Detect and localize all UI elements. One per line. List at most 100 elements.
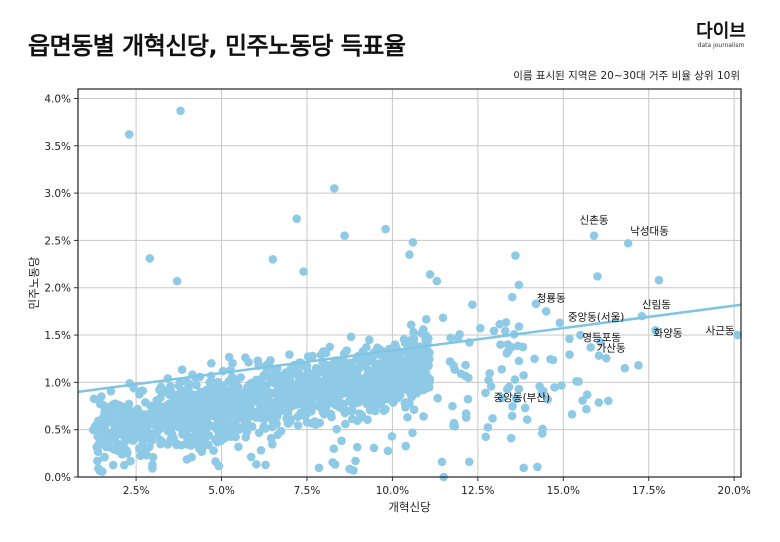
data-point xyxy=(145,254,155,263)
data-point xyxy=(190,410,200,420)
chart-subtitle: 이름 표시된 지역은 20~30대 거주 비율 상위 10위 xyxy=(513,70,740,82)
data-point xyxy=(318,408,328,417)
data-point xyxy=(380,378,390,388)
data-point xyxy=(409,334,419,343)
data-point xyxy=(294,386,304,396)
data-point xyxy=(162,386,172,396)
x-tick-label: 10.0% xyxy=(376,485,409,497)
data-point xyxy=(351,398,360,408)
data-point xyxy=(445,357,455,366)
data-point xyxy=(530,354,539,364)
data-point xyxy=(351,385,361,394)
data-point xyxy=(261,460,270,470)
data-point xyxy=(270,370,279,380)
y-tick-label: 4.0% xyxy=(44,93,71,105)
data-point xyxy=(449,418,459,428)
data-point xyxy=(488,414,497,423)
data-point xyxy=(227,384,237,393)
data-point xyxy=(299,267,308,276)
data-point xyxy=(318,383,328,393)
data-point xyxy=(401,441,411,451)
y-tick-label: 0.0% xyxy=(44,472,71,484)
data-point xyxy=(594,398,604,407)
data-point xyxy=(216,391,226,401)
data-point xyxy=(368,366,378,376)
data-point xyxy=(134,444,144,453)
data-point xyxy=(363,415,372,424)
data-point xyxy=(182,455,192,464)
data-point xyxy=(201,409,211,419)
data-point xyxy=(371,406,380,416)
data-point xyxy=(332,424,342,434)
point-label: 낙성대동 xyxy=(630,225,669,237)
data-point xyxy=(408,238,418,247)
data-point xyxy=(220,420,230,429)
data-point xyxy=(438,313,448,323)
data-point xyxy=(239,411,248,421)
data-point xyxy=(495,319,504,329)
data-point xyxy=(207,394,217,404)
point-label: 사근동 xyxy=(706,325,735,337)
data-point xyxy=(148,431,158,440)
data-point xyxy=(340,231,349,240)
data-point xyxy=(348,406,357,416)
data-point xyxy=(248,409,258,418)
labeled-data-point xyxy=(623,238,633,248)
data-point xyxy=(329,397,339,407)
data-point xyxy=(634,361,643,370)
data-point xyxy=(182,431,191,441)
data-point xyxy=(98,419,107,428)
data-point xyxy=(256,446,266,455)
data-point xyxy=(362,389,371,399)
data-point xyxy=(326,409,336,419)
data-point xyxy=(582,404,591,414)
data-point xyxy=(100,452,109,462)
data-point xyxy=(419,385,428,395)
labeled-data-point xyxy=(576,330,585,340)
data-point xyxy=(253,356,263,366)
data-point xyxy=(343,373,352,383)
trend-line-group xyxy=(77,303,742,394)
data-point xyxy=(156,439,165,449)
data-point xyxy=(122,449,132,458)
data-point xyxy=(410,374,419,383)
x-tick-label: 17.5% xyxy=(632,485,665,497)
data-point xyxy=(310,417,319,426)
data-point xyxy=(514,356,524,366)
data-point xyxy=(292,214,302,223)
data-point xyxy=(537,388,547,398)
data-point xyxy=(124,130,134,139)
point-label: 신림동 xyxy=(642,299,671,311)
data-point xyxy=(461,413,471,422)
data-point xyxy=(303,399,312,409)
data-point xyxy=(176,106,185,116)
data-point xyxy=(483,422,493,432)
data-point xyxy=(314,463,324,473)
data-point xyxy=(393,393,403,402)
point-label: 영등포동 xyxy=(582,332,621,344)
data-point xyxy=(95,398,105,408)
data-point xyxy=(390,340,400,349)
data-point xyxy=(518,342,528,352)
data-point xyxy=(501,326,510,336)
data-point xyxy=(164,408,174,417)
data-point xyxy=(506,433,516,443)
data-point xyxy=(248,395,258,405)
data-point xyxy=(405,250,414,259)
data-point xyxy=(138,386,148,396)
data-point xyxy=(130,434,140,443)
data-point xyxy=(514,280,524,290)
point-label: 신촌동 xyxy=(580,215,609,227)
labeled-data-point xyxy=(733,330,742,340)
data-point xyxy=(367,356,376,366)
data-point xyxy=(455,330,464,339)
data-point xyxy=(312,364,321,373)
point-label: 청룡동 xyxy=(537,292,566,304)
data-point xyxy=(418,365,427,374)
data-point xyxy=(101,442,111,452)
y-tick-label: 1.0% xyxy=(44,377,71,389)
data-point xyxy=(227,373,236,382)
logo-text: 다이브 xyxy=(696,21,746,42)
point-label: 화양동 xyxy=(654,327,683,339)
data-point xyxy=(596,337,605,347)
